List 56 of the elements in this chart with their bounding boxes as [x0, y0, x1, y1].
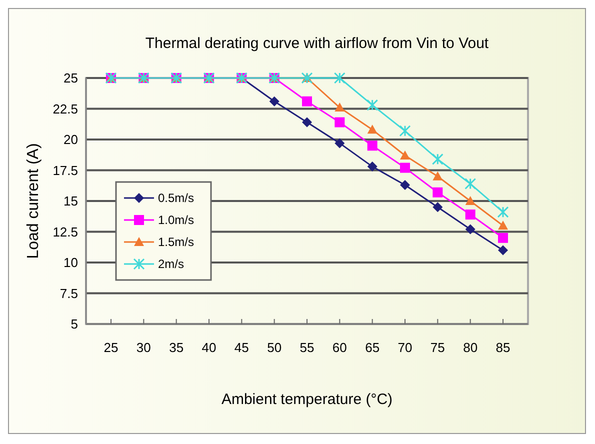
- point: [432, 171, 443, 180]
- point: [269, 96, 280, 106]
- y-tick-label: 25: [64, 70, 78, 86]
- x-tick-label: 80: [463, 340, 478, 355]
- point: [334, 138, 345, 148]
- point: [367, 124, 378, 134]
- y-axis-title: Load current (A): [25, 143, 42, 259]
- point: [498, 245, 508, 256]
- point: [498, 232, 508, 243]
- y-tick-label: 7.5: [60, 286, 78, 301]
- point: [366, 99, 378, 111]
- point: [367, 162, 378, 172]
- y-tick-label: 10: [64, 255, 78, 270]
- point: [400, 162, 410, 173]
- point: [497, 206, 509, 218]
- point: [465, 224, 476, 234]
- x-tick-label: 25: [104, 340, 118, 355]
- point: [400, 180, 410, 190]
- x-tick-label: 70: [398, 340, 412, 355]
- y-tick-label: 17.5: [52, 162, 78, 178]
- point: [432, 202, 443, 212]
- point: [465, 210, 476, 220]
- y-tick-label: 22.5: [52, 101, 78, 116]
- x-tick-label: 60: [332, 340, 347, 355]
- y-tick-label: 15: [64, 194, 78, 209]
- chart-title: Thermal derating curve with airflow from Vin to Vout: [145, 35, 490, 52]
- point: [334, 72, 346, 84]
- x-tick-label: 40: [202, 340, 216, 355]
- y-tick-label: 12.5: [52, 224, 78, 240]
- point: [400, 150, 410, 160]
- x-tick-label: 30: [136, 340, 151, 355]
- x-tick-label: 65: [365, 340, 380, 355]
- point: [432, 153, 444, 165]
- point: [465, 196, 476, 205]
- y-tick-label: 5: [70, 316, 78, 332]
- legend-label: 2m/s: [158, 257, 184, 272]
- legend-label: 1.0m/s: [158, 213, 194, 228]
- point: [464, 178, 476, 190]
- point: [302, 117, 312, 128]
- y-tick-label: 20: [64, 132, 78, 148]
- x-tick-label: 35: [169, 340, 184, 355]
- x-axis-title: Ambient temperature (°C): [221, 391, 393, 408]
- point: [334, 102, 345, 112]
- legend-label: 1.5m/s: [158, 235, 194, 250]
- point: [334, 117, 345, 128]
- x-tick-label: 85: [496, 340, 510, 355]
- point: [432, 187, 443, 198]
- point: [302, 96, 312, 106]
- point: [498, 220, 508, 230]
- x-tick-label: 75: [430, 340, 445, 355]
- x-tick-label: 45: [234, 340, 249, 355]
- point: [399, 125, 411, 137]
- point: [367, 140, 378, 151]
- legend-label: 0.5m/s: [158, 191, 194, 206]
- x-tick-label: 55: [300, 340, 314, 355]
- x-tick-label: 50: [267, 340, 282, 355]
